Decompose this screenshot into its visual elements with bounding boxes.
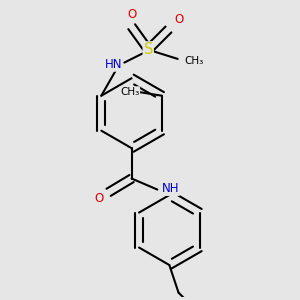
- Text: O: O: [95, 192, 104, 205]
- Text: S: S: [144, 42, 153, 57]
- Text: CH₃: CH₃: [184, 56, 204, 66]
- Text: O: O: [127, 8, 136, 21]
- Text: O: O: [174, 13, 183, 26]
- Text: NH: NH: [161, 182, 179, 195]
- Text: CH₃: CH₃: [120, 87, 139, 97]
- Text: HN: HN: [104, 58, 122, 71]
